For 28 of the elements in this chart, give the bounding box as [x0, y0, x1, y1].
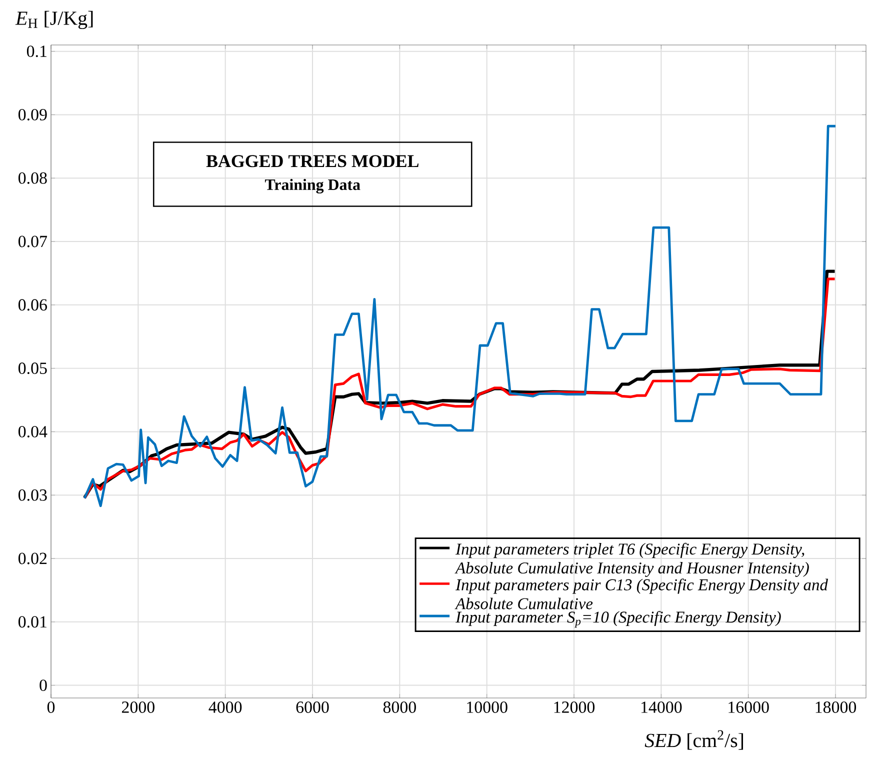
- legend-label: Input parameter S$_{p}$=10 (Specific Energy Density): [455, 610, 781, 628]
- x-tick-label: 10000: [467, 702, 508, 713]
- y-tick-label: 0.05: [18, 362, 47, 374]
- text: Training Data: [264, 178, 360, 194]
- y-tick-label: 0: [40, 680, 47, 692]
- y-tick-label: 0.04: [18, 426, 48, 438]
- x-tick-label: 8000: [383, 702, 416, 713]
- y-tick-label: 0.1: [26, 46, 46, 58]
- y-tick-label: 0.03: [18, 489, 47, 501]
- y-axis-title: E$_{H}$ [J/Kg]: [15, 10, 93, 30]
- x-tick-label: 0: [47, 702, 55, 713]
- x-tick-label: 18000: [816, 702, 856, 713]
- x-tick-label: 2000: [122, 702, 154, 713]
- y-tick-label: 0.08: [18, 172, 47, 184]
- y-tick-label: 0.06: [18, 299, 47, 311]
- y-tick-label: 0.07: [18, 236, 48, 248]
- y-tick-label: 0.09: [18, 108, 47, 120]
- legend-label: Input parameters pair C13 (Specific Energy Density and Absolute Cumulative: [454, 578, 828, 610]
- text: BAGGED TREES MODEL: [206, 155, 418, 168]
- x-tick-label: 12000: [554, 702, 595, 713]
- y-tick-label: 0.02: [18, 552, 47, 564]
- legend-label: Input parameters triplet T6 (Specific Energy Density, Absolute Cumulative Intensity and Housner Intensity): [454, 542, 809, 577]
- x-tick-label: 16000: [728, 702, 769, 713]
- x-tick-label: 4000: [208, 702, 242, 713]
- y-tick-label: 0.01: [18, 616, 46, 628]
- x-axis-title: SED [cm$^{2}$/s]: [644, 730, 744, 750]
- x-tick-label: 6000: [296, 702, 329, 713]
- x-tick-label: 14000: [641, 702, 682, 713]
